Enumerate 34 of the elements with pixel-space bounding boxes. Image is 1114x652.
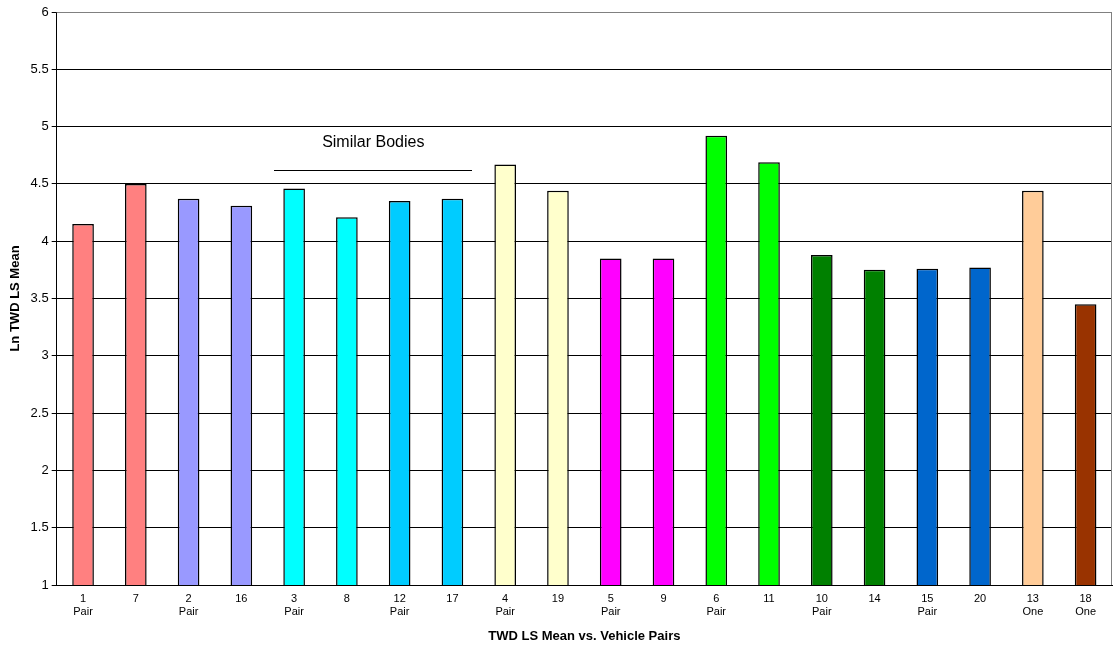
y-tick-label: 4.5 xyxy=(30,175,49,191)
x-tick-label: 12 Pair xyxy=(389,591,410,617)
x-tick-label: 9 xyxy=(660,591,667,604)
y-tick-label: 3.5 xyxy=(30,290,49,306)
x-tick-label: 18 One xyxy=(1075,591,1097,617)
x-tick-label: 16 xyxy=(235,591,248,604)
y-tick-label: 2 xyxy=(41,461,49,477)
x-tick-label: 3 Pair xyxy=(284,591,305,617)
x-tick-label: 17 xyxy=(446,591,459,604)
x-tick-label: 8 xyxy=(343,591,350,604)
x-tick-label: 20 xyxy=(973,591,987,604)
y-tick-label: 2.5 xyxy=(30,404,49,420)
x-tick-label: 2 Pair xyxy=(178,591,199,617)
x-tick-label: 11 xyxy=(763,591,775,604)
x-axis-title: TWD LS Mean vs. Vehicle Pairs xyxy=(488,627,681,643)
y-tick-label: 1 xyxy=(41,576,49,592)
y-tick-label: 5 xyxy=(41,118,49,134)
x-tick-label: 6 Pair xyxy=(706,591,727,617)
x-tick-label: 19 xyxy=(551,591,565,604)
y-tick-label: 3 xyxy=(41,347,49,363)
x-tick-label: 10 Pair xyxy=(812,591,832,617)
y-tick-label: 5.5 xyxy=(30,60,49,76)
y-tick-label: 4 xyxy=(41,232,49,248)
x-tick-label: 7 xyxy=(132,591,139,604)
x-tick-label: 1 Pair xyxy=(73,591,94,617)
annotation: Similar Bodies xyxy=(322,133,425,151)
x-tick-label: 14 xyxy=(868,591,881,604)
y-tick-label: 6 xyxy=(41,3,49,19)
x-tick-label: 15 Pair xyxy=(917,591,938,617)
y-axis-title: Ln TWD LS Mean xyxy=(7,245,23,352)
x-tick-label: 5 Pair xyxy=(600,591,621,617)
x-tick-label: 4 Pair xyxy=(495,591,516,617)
y-tick-label: 1.5 xyxy=(30,519,49,535)
x-tick-label: 13 One xyxy=(1022,591,1044,617)
